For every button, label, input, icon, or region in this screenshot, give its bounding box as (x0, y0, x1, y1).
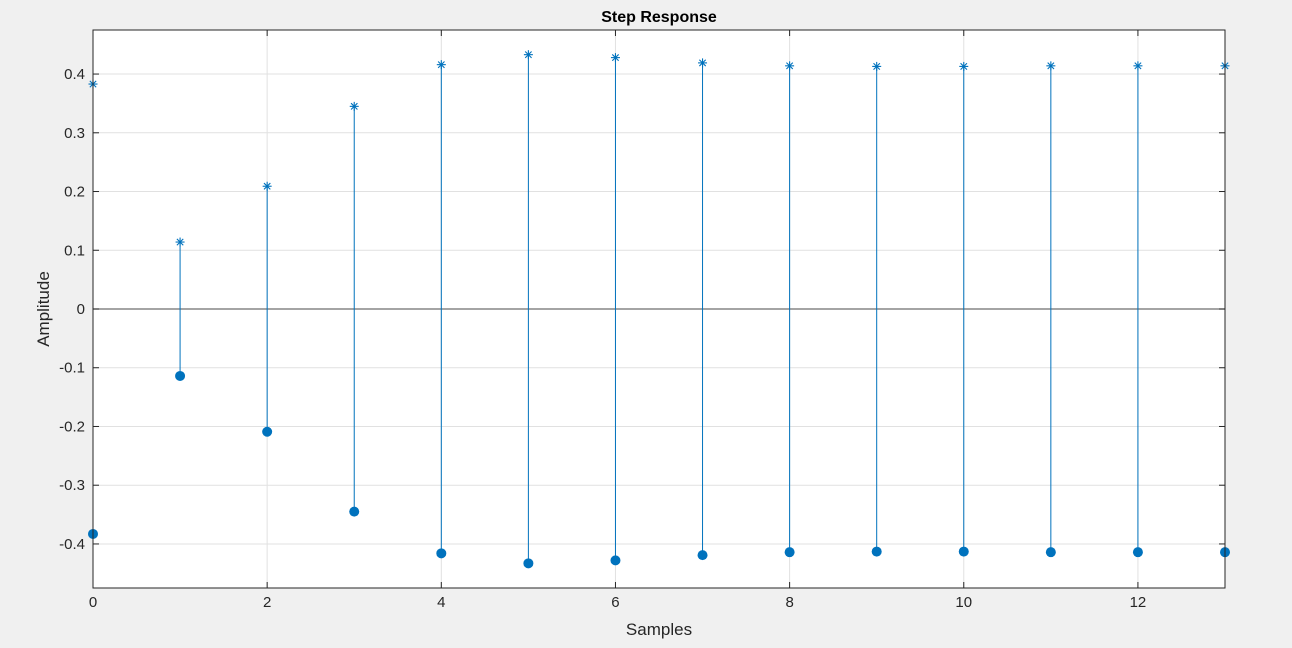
asterisk-marker (523, 50, 533, 60)
filled-circle-marker (1045, 547, 1056, 558)
asterisk-marker (785, 61, 795, 71)
x-axis-label: Samples (626, 620, 692, 639)
y-tick-label: -0.2 (59, 418, 85, 435)
x-tick-label: 12 (1130, 594, 1147, 611)
filled-circle-marker (610, 555, 621, 566)
axis-tick-labels: 0 2 4 6 8 10 12 0.4 0.3 0.2 0.1 0 -0.1 -0.2 -0.3 -0.4 (59, 66, 1146, 611)
chart-title: Step Response (601, 9, 717, 26)
y-tick-label: 0.4 (64, 66, 85, 83)
x-tick-label: 2 (263, 594, 271, 611)
x-tick-label: 6 (611, 594, 619, 611)
filled-circle-marker (436, 548, 447, 559)
asterisk-marker (262, 181, 272, 191)
filled-circle-marker (784, 547, 795, 558)
asterisk-marker (349, 101, 359, 111)
filled-circle-marker (697, 550, 708, 561)
filled-circle-marker (349, 506, 360, 517)
x-tick-label: 4 (437, 594, 445, 611)
x-tick-label: 10 (955, 594, 972, 611)
asterisk-marker (610, 53, 620, 63)
filled-circle-marker (523, 558, 534, 569)
asterisk-marker (1046, 61, 1056, 71)
y-tick-label: 0.1 (64, 242, 85, 259)
y-tick-label: 0 (77, 301, 85, 318)
filled-circle-marker (958, 546, 969, 557)
y-tick-label: -0.3 (59, 477, 85, 494)
y-tick-label: -0.1 (59, 360, 85, 377)
x-tick-label: 0 (89, 594, 97, 611)
y-axis-label: Amplitude (34, 271, 53, 347)
y-tick-label: 0.3 (64, 125, 85, 142)
asterisk-marker (436, 60, 446, 70)
filled-circle-marker (262, 426, 273, 437)
asterisk-marker (872, 61, 882, 71)
filled-circle-marker (175, 370, 186, 381)
filled-circle-marker (871, 546, 882, 557)
asterisk-marker (175, 237, 185, 247)
axis-ticks (92, 30, 1225, 588)
asterisk-marker (959, 61, 969, 71)
x-tick-label: 8 (785, 594, 793, 611)
asterisk-marker (698, 58, 708, 68)
asterisk-marker (1133, 61, 1143, 71)
y-tick-label: -0.4 (59, 536, 85, 553)
filled-circle-marker (1132, 547, 1143, 558)
y-tick-label: 0.2 (64, 184, 85, 201)
